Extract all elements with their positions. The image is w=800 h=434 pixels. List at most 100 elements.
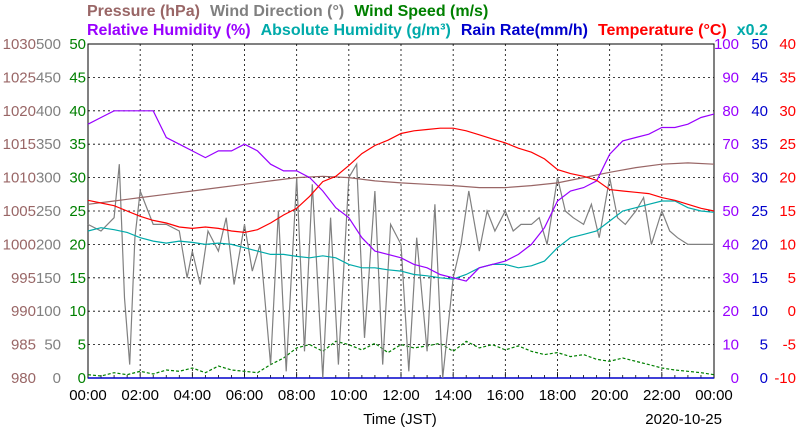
x-tick-label: 14:00 <box>434 387 472 404</box>
legend-entry: Pressure (hPa) <box>87 3 200 20</box>
wind_speed-tick-label: 10 <box>69 303 86 320</box>
series-line <box>87 200 715 280</box>
rain_rate-tick-label: 50 <box>751 36 768 53</box>
x-axis: 00:00 02:00 04:00 06:00 08:00 10:00 12:00 14:00… <box>69 387 733 404</box>
humidity-tick-label: 70 <box>722 136 739 153</box>
left-axes: 1030102510201015101010051000995990985980… <box>3 36 86 387</box>
wind_direction-tick-label: 50 <box>44 337 61 354</box>
x-tick-label: 22:00 <box>643 387 681 404</box>
wind_speed-tick-label: 30 <box>69 170 86 187</box>
pressure-tick-label: 985 <box>11 337 36 354</box>
legend-entry: Relative Humidity (%) <box>87 22 251 39</box>
humidity-tick-label: 60 <box>722 170 739 187</box>
temperature-tick-label: -5 <box>783 337 796 354</box>
legend-entry: Wind Speed (m/s) <box>354 3 488 20</box>
rain_rate-tick-label: 40 <box>751 103 768 120</box>
humidity-tick-label: 100 <box>714 36 739 53</box>
wind_direction-tick-label: 300 <box>36 170 61 187</box>
pressure-tick-label: 980 <box>11 370 36 387</box>
temperature-tick-label: 20 <box>779 170 796 187</box>
pressure-tick-label: 1030 <box>3 36 36 53</box>
wind_direction-tick-label: 150 <box>36 270 61 287</box>
humidity-tick-label: 20 <box>722 303 739 320</box>
temperature-tick-label: 15 <box>779 203 796 220</box>
temperature-tick-label: 5 <box>788 270 796 287</box>
wind_speed-tick-label: 15 <box>69 270 86 287</box>
legend-entry: x0.2 <box>737 22 768 39</box>
rain_rate-tick-label: 20 <box>751 236 768 253</box>
pressure-tick-label: 1005 <box>3 203 36 220</box>
wind_speed-tick-label: 0 <box>78 370 86 387</box>
humidity-tick-label: 0 <box>731 370 739 387</box>
temperature-tick-label: 0 <box>788 303 796 320</box>
humidity-tick-label: 80 <box>722 103 739 120</box>
temperature-tick-label: 30 <box>779 103 796 120</box>
rain_rate-tick-label: 25 <box>751 203 768 220</box>
temperature-tick-label: 40 <box>779 36 796 53</box>
x-tick-label: 06:00 <box>226 387 264 404</box>
wind_direction-tick-label: 500 <box>36 36 61 53</box>
wind_speed-tick-label: 20 <box>69 236 86 253</box>
wind_speed-tick-label: 5 <box>78 337 86 354</box>
wind_speed-tick-label: 25 <box>69 203 86 220</box>
series-line <box>87 162 715 205</box>
legend-entry: Wind Direction (°) <box>210 3 344 20</box>
series-line <box>87 127 715 234</box>
x-tick-label: 12:00 <box>382 387 420 404</box>
chart-date: 2020-10-25 <box>645 411 722 428</box>
temperature-tick-label: 10 <box>779 236 796 253</box>
legend-entry: Temperature (°C) <box>598 22 727 39</box>
wind_direction-tick-label: 200 <box>36 236 61 253</box>
legend-entry: Rain Rate(mm/h) <box>461 22 588 39</box>
rain_rate-tick-label: 30 <box>751 170 768 187</box>
rain_rate-tick-label: 10 <box>751 303 768 320</box>
rain_rate-tick-label: 15 <box>751 270 768 287</box>
x-tick-label: 02:00 <box>121 387 159 404</box>
wind_direction-tick-label: 0 <box>53 370 61 387</box>
wind_speed-tick-label: 35 <box>69 136 86 153</box>
pressure-tick-label: 1010 <box>3 170 36 187</box>
chart-legend: Pressure (hPa) Wind Direction (°) Wind Spe… <box>87 3 768 39</box>
x-tick-label: 10:00 <box>330 387 368 404</box>
pressure-tick-label: 1000 <box>3 236 36 253</box>
x-tick-label: 08:00 <box>278 387 316 404</box>
plot-series <box>87 110 715 379</box>
rain_rate-tick-label: 0 <box>760 370 768 387</box>
temperature-tick-label: -10 <box>774 370 796 387</box>
pressure-tick-label: 1020 <box>3 103 36 120</box>
humidity-tick-label: 10 <box>722 337 739 354</box>
x-tick-label: 00:00 <box>695 387 733 404</box>
wind_speed-tick-label: 40 <box>69 103 86 120</box>
wind_speed-tick-label: 45 <box>69 69 86 86</box>
series-line <box>87 340 715 377</box>
pressure-tick-label: 1025 <box>3 69 36 86</box>
rain_rate-tick-label: 5 <box>760 337 768 354</box>
humidity-tick-label: 40 <box>722 236 739 253</box>
wind_speed-tick-label: 50 <box>69 36 86 53</box>
x-tick-label: 16:00 <box>487 387 525 404</box>
humidity-tick-label: 50 <box>722 203 739 220</box>
x-tick-label: 18:00 <box>539 387 577 404</box>
x-tick-label: 00:00 <box>69 387 107 404</box>
rain_rate-tick-label: 45 <box>751 69 768 86</box>
pressure-tick-label: 995 <box>11 270 36 287</box>
wind_direction-tick-label: 350 <box>36 136 61 153</box>
series-line <box>87 110 715 282</box>
pressure-tick-label: 1015 <box>3 136 36 153</box>
humidity-tick-label: 90 <box>722 69 739 86</box>
x-tick-label: 20:00 <box>591 387 629 404</box>
wind_direction-tick-label: 100 <box>36 303 61 320</box>
wind_direction-tick-label: 400 <box>36 103 61 120</box>
wind_direction-tick-label: 250 <box>36 203 61 220</box>
pressure-tick-label: 990 <box>11 303 36 320</box>
humidity-tick-label: 30 <box>722 270 739 287</box>
right-axes: 1009080706050403020100504540353025201510… <box>714 36 796 387</box>
x-tick-label: 04:00 <box>174 387 212 404</box>
temperature-tick-label: 35 <box>779 69 796 86</box>
rain_rate-tick-label: 35 <box>751 136 768 153</box>
plot-grid <box>87 43 715 379</box>
temperature-tick-label: 25 <box>779 136 796 153</box>
x-axis-title: Time (JST) <box>363 411 437 428</box>
legend-entry: Absolute Humidity (g/m³) <box>261 22 451 39</box>
